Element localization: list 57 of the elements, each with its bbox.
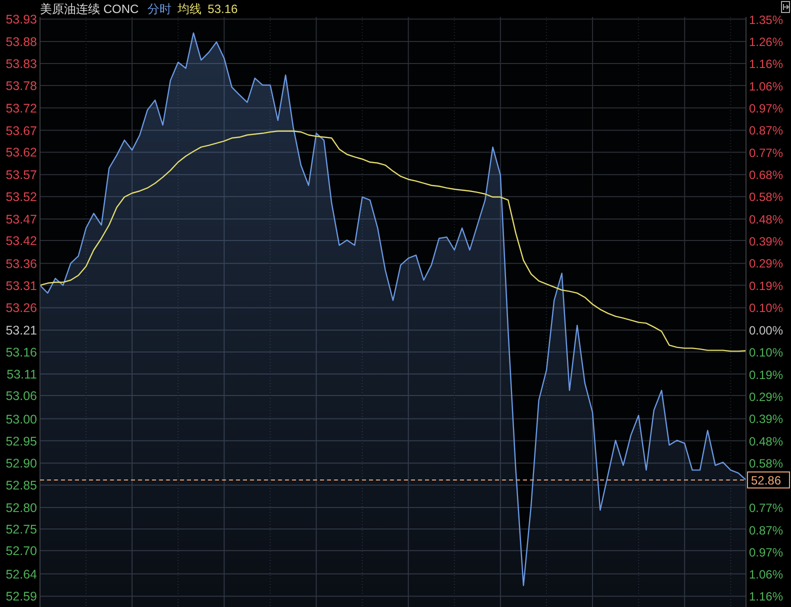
y2-tick-label: 0.19% xyxy=(749,278,784,293)
y-tick-label: 52.85 xyxy=(6,478,38,493)
y-tick-label: 53.47 xyxy=(6,212,38,226)
y-tick-label: 53.57 xyxy=(6,168,38,182)
y-tick-label: 52.80 xyxy=(6,501,38,516)
y2-tick-label: 0.19% xyxy=(749,368,784,382)
y2-tick-label: 1.06% xyxy=(749,79,784,94)
y2-tick-label: 1.06% xyxy=(749,567,784,582)
y2-tick-label: 0.97% xyxy=(749,101,784,116)
y2-tick-label: 0.48% xyxy=(749,434,784,448)
y2-tick-label: 0.97% xyxy=(749,545,784,560)
title: 美原油连续 CONC xyxy=(40,2,139,16)
y-tick-label: 53.21 xyxy=(6,324,38,338)
y-tick-label: 53.26 xyxy=(6,301,38,316)
y-tick-label: 53.52 xyxy=(6,190,38,204)
y-tick-label: 53.00 xyxy=(6,412,38,426)
y2-tick-label: 0.10% xyxy=(749,346,784,360)
y-tick-label: 52.59 xyxy=(6,590,38,604)
y-tick-label: 53.31 xyxy=(6,278,38,293)
y2-tick-label: 0.87% xyxy=(749,523,784,538)
y-tick-label: 53.06 xyxy=(6,389,38,404)
y-tick-label: 53.93 xyxy=(6,12,38,27)
y-tick-label: 53.62 xyxy=(6,146,38,160)
y2-tick-label: 0.58% xyxy=(749,456,784,471)
y-tick-label: 53.72 xyxy=(6,101,38,116)
y-tick-label: 53.42 xyxy=(6,234,38,248)
y-tick-label: 52.95 xyxy=(6,434,38,448)
y2-tick-label: 0.10% xyxy=(749,301,784,316)
y-tick-label: 53.36 xyxy=(6,256,38,271)
y-tick-label: 53.67 xyxy=(6,124,38,138)
y-tick-label: 52.64 xyxy=(6,567,38,582)
y2-tick-label: 1.26% xyxy=(749,34,784,49)
y2-tick-label: 0.87% xyxy=(749,124,784,138)
y-tick-label: 52.75 xyxy=(6,522,38,537)
y-tick-label: 52.70 xyxy=(6,544,38,558)
y-tick-label: 53.88 xyxy=(6,35,38,50)
y2-tick-label: 0.58% xyxy=(749,190,784,204)
y2-tick-label: 0.39% xyxy=(749,412,784,426)
legend: 分时 均线 xyxy=(148,2,202,16)
y2-tick-label: 0.39% xyxy=(749,234,784,249)
y2-tick-label: 0.48% xyxy=(749,212,784,226)
annotation: 53.16 xyxy=(208,2,238,16)
y2-tick-label: 0.77% xyxy=(749,500,784,515)
ref-line-label: 52.86 xyxy=(751,473,782,488)
y-tick-label: 53.83 xyxy=(6,57,38,72)
y2-tick-label: 0.00% xyxy=(749,323,784,338)
y-tick-label: 53.11 xyxy=(6,368,38,382)
y-tick-label: 53.16 xyxy=(6,346,38,360)
y2-tick-label: 1.16% xyxy=(749,57,784,72)
y-tick-label: 53.78 xyxy=(6,78,38,93)
y-tick-label: 52.90 xyxy=(6,456,38,471)
y2-tick-label: 1.16% xyxy=(749,590,784,604)
y2-tick-label: 1.35% xyxy=(749,13,784,28)
y2-tick-label: 0.77% xyxy=(749,146,784,160)
y2-tick-label: 0.29% xyxy=(749,390,784,404)
y2-tick-label: 0.68% xyxy=(749,168,784,182)
y2-tick-label: 0.29% xyxy=(749,256,784,271)
